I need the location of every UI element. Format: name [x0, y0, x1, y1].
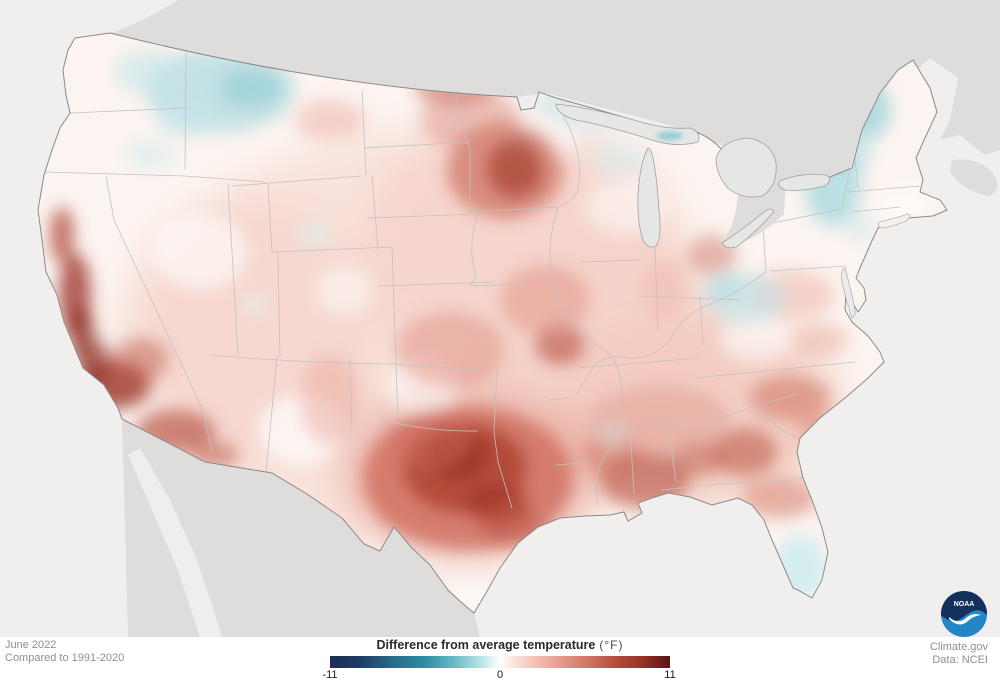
- site-label: Climate.gov: [929, 641, 988, 653]
- tick-min: -11: [322, 669, 338, 681]
- legend-title-text: Difference from average temperature: [376, 638, 596, 652]
- baseline-label: Compared to 1991-2020: [5, 652, 125, 664]
- gulf-of-california: [128, 448, 222, 637]
- legend-title: Difference from average temperature (°F): [330, 638, 670, 652]
- legend-units: (°F): [599, 638, 624, 652]
- colorbar: [330, 656, 670, 668]
- noaa-logo-text: NOAA: [954, 601, 975, 608]
- nova-scotia: [950, 159, 998, 196]
- footer: June 2022 Compared to 1991-2020 Differen…: [0, 637, 1000, 690]
- state-borders: [43, 51, 921, 509]
- noaa-logo-icon: NOAA: [941, 591, 987, 637]
- period-label: June 2022: [5, 639, 57, 651]
- anomaly-field: [38, 33, 947, 613]
- lake-michigan: [637, 147, 661, 248]
- date-stamp: June 2022 Compared to 1991-2020: [5, 639, 124, 665]
- great-lakes: [555, 103, 911, 319]
- temperature-legend: Difference from average temperature (°F) …: [322, 638, 675, 683]
- lake-superior-cool-patch: [657, 131, 683, 141]
- chesapeake-bay: [841, 267, 856, 319]
- lake-ontario: [777, 173, 831, 191]
- legend-ticks: -11 0 11: [322, 669, 675, 683]
- lake-huron: [715, 137, 777, 198]
- long-island: [877, 213, 911, 229]
- data-source-label: Data: NCEI: [932, 654, 988, 666]
- mexico-landmass: [122, 418, 480, 637]
- tick-max: 11: [664, 669, 676, 681]
- tick-zero: 0: [496, 669, 504, 681]
- us-temperature-anomaly-map: [0, 0, 1000, 637]
- attribution: Climate.gov Data: NCEI: [930, 641, 988, 667]
- seagull-icon: [949, 614, 981, 625]
- lake-erie: [721, 208, 775, 249]
